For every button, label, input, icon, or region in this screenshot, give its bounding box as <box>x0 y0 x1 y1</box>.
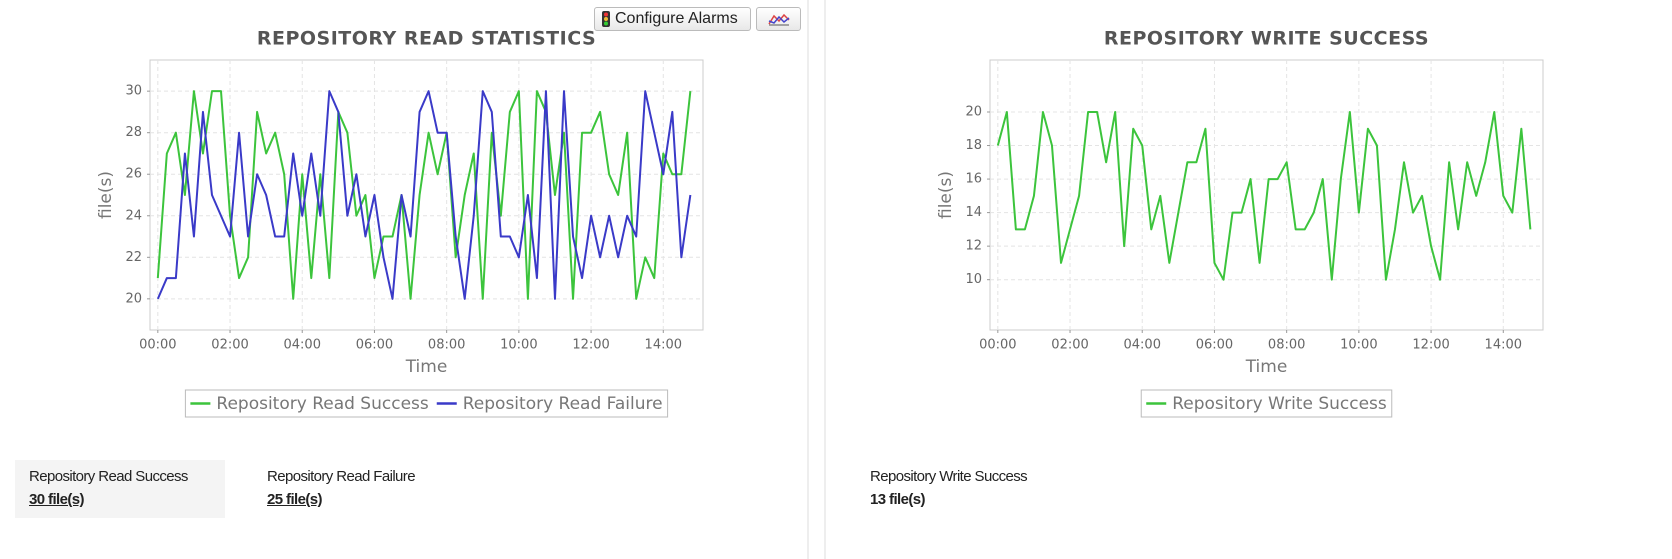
x-axis-label: Time <box>1245 357 1288 377</box>
summary-value: 30 file(s) <box>29 491 84 508</box>
y-tick-label: 26 <box>125 167 142 182</box>
summary-value: 25 file(s) <box>267 491 322 508</box>
chart-title: REPOSITORY READ STATISTICS <box>257 28 596 50</box>
legend: Repository Write Success <box>1140 389 1393 418</box>
x-tick-label: 12:00 <box>1412 338 1449 353</box>
y-tick-label: 30 <box>125 84 142 99</box>
x-tick-label: 12:00 <box>572 338 609 353</box>
x-tick-label: 10:00 <box>500 338 537 353</box>
summary-value: 13 file(s) <box>870 491 925 508</box>
y-tick-label: 22 <box>125 250 142 265</box>
legend: Repository Read Success Repository Read F… <box>184 389 669 418</box>
x-tick-label: 04:00 <box>1124 338 1161 353</box>
summary-item: Repository Write Success 13 file(s) <box>856 460 1096 518</box>
chart-icon <box>767 13 790 26</box>
chart-type-button[interactable] <box>756 7 801 31</box>
legend-box <box>1140 389 1393 418</box>
y-tick-label: 20 <box>965 104 982 119</box>
legend-box <box>184 389 669 418</box>
data-line <box>996 110 1532 281</box>
summary-item: Repository Read Failure 25 file(s) <box>253 460 473 518</box>
y-axis-label: file(s) <box>936 171 956 219</box>
y-tick-label: 16 <box>965 172 982 187</box>
data-line <box>156 90 692 300</box>
data-line <box>156 90 692 300</box>
x-tick-label: 04:00 <box>284 338 321 353</box>
y-tick-label: 28 <box>125 125 142 140</box>
y-tick-label: 12 <box>965 239 982 254</box>
x-tick-label: 00:00 <box>979 338 1016 353</box>
x-tick-label: 06:00 <box>1196 338 1233 353</box>
plot-area <box>149 59 704 331</box>
x-tick-label: 08:00 <box>1268 338 1305 353</box>
x-axis-label: Time <box>405 357 448 377</box>
legend-label: Repository Read Success <box>216 394 428 414</box>
y-tick-label: 24 <box>125 208 142 223</box>
legend-label: Repository Write Success <box>1172 394 1387 414</box>
x-tick-label: 02:00 <box>211 338 248 353</box>
chart-title: REPOSITORY WRITE SUCCESS <box>1104 28 1429 50</box>
legend-label: Repository Read Failure <box>463 394 663 414</box>
button-label: Configure Alarms <box>615 10 738 27</box>
y-axis-label: file(s) <box>96 171 116 219</box>
configure-alarms-button[interactable]: Configure Alarms <box>594 7 751 31</box>
x-tick-label: 08:00 <box>428 338 465 353</box>
y-tick-label: 14 <box>965 205 982 220</box>
traffic-light-icon <box>602 11 610 27</box>
y-tick-label: 20 <box>125 291 142 306</box>
summary-label: Repository Read Success <box>29 468 188 485</box>
summary-item: Repository Read Success 30 file(s) <box>15 460 225 518</box>
y-tick-label: 10 <box>965 272 982 287</box>
x-tick-label: 14:00 <box>645 338 682 353</box>
x-tick-label: 10:00 <box>1340 338 1377 353</box>
summary-label: Repository Write Success <box>870 468 1028 485</box>
x-tick-label: 14:00 <box>1485 338 1522 353</box>
x-tick-label: 00:00 <box>139 338 176 353</box>
x-tick-label: 06:00 <box>356 338 393 353</box>
summary-label: Repository Read Failure <box>267 468 416 485</box>
y-tick-label: 18 <box>965 138 982 153</box>
x-tick-label: 02:00 <box>1051 338 1088 353</box>
